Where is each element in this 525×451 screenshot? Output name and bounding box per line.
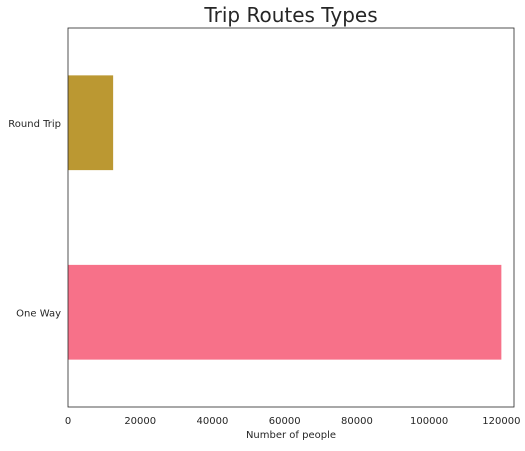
x-tick-label: 40000 — [197, 416, 229, 427]
plot-frame — [67, 27, 515, 408]
y-tick-label: Round Trip — [8, 119, 61, 130]
bar-round-trip — [68, 75, 114, 171]
chart-title: Trip Routes Types — [203, 3, 377, 27]
y-tick-label: One Way — [16, 308, 61, 319]
x-axis-label: Number of people — [246, 430, 336, 441]
bar-one-way — [68, 264, 502, 360]
bars-group — [68, 75, 502, 360]
x-tick-label: 120000 — [482, 416, 520, 427]
x-tick-label: 60000 — [269, 416, 301, 427]
x-tick-label: 100000 — [410, 416, 448, 427]
x-tick-label: 20000 — [124, 416, 156, 427]
x-tick-label: 80000 — [341, 416, 373, 427]
x-tick-labels: 0 20000 40000 60000 80000 100000 120000 — [65, 416, 521, 427]
x-tick-label: 0 — [65, 416, 71, 427]
y-tick-labels: One Way Round Trip — [8, 119, 61, 320]
